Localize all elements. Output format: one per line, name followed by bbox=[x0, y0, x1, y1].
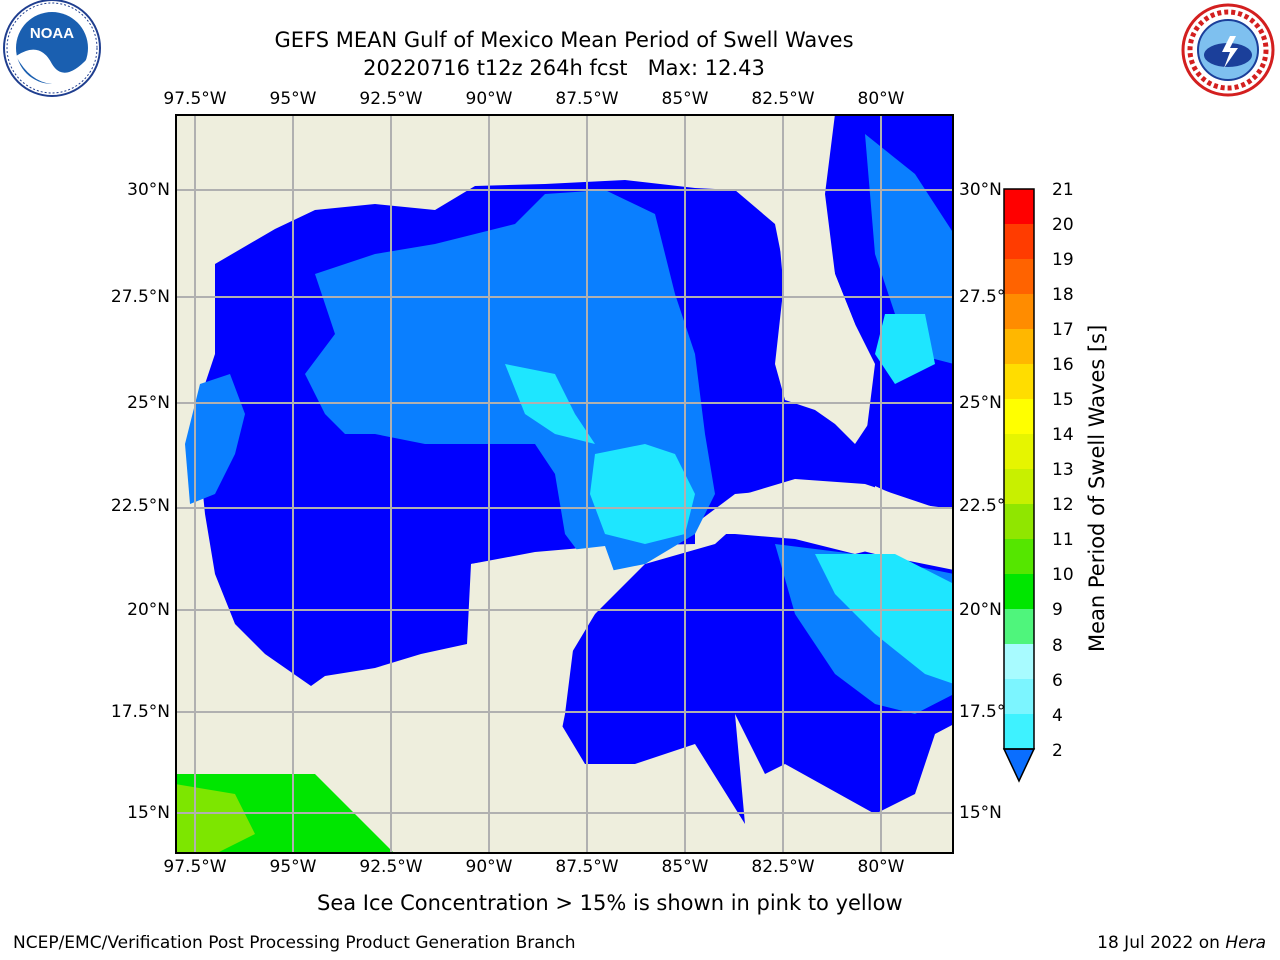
lat-left-label: 25°N bbox=[127, 393, 170, 413]
noaa-logo: NOAA bbox=[3, 0, 101, 97]
colorbar-segment bbox=[1004, 539, 1034, 574]
lon-top-label: 90°W bbox=[465, 89, 513, 109]
colorbar-tick: 8 bbox=[1052, 636, 1063, 656]
colorbar-tick: 15 bbox=[1052, 390, 1074, 410]
colorbar-tick: 4 bbox=[1052, 706, 1063, 726]
colorbar-tick: 12 bbox=[1052, 495, 1074, 515]
cuba-land bbox=[695, 479, 954, 554]
lon-top-label: 95°W bbox=[269, 89, 317, 109]
colorbar-tick: 19 bbox=[1052, 250, 1074, 270]
lon-bottom-label: 87.5°W bbox=[555, 857, 619, 877]
colorbar-tick: 11 bbox=[1052, 530, 1074, 550]
lon-top-label: 82.5°W bbox=[751, 89, 815, 109]
colorbar-segment bbox=[1004, 679, 1034, 714]
colorbar-tick: 10 bbox=[1052, 565, 1074, 585]
map-panel bbox=[175, 114, 954, 854]
footer-date: 18 Jul 2022 on bbox=[1097, 933, 1226, 953]
colorbar-segment bbox=[1004, 469, 1034, 504]
cyan-patch-florida bbox=[875, 314, 935, 384]
colorbar-segment bbox=[1004, 644, 1034, 679]
map-border bbox=[175, 114, 954, 854]
lat-left-label: 17.5°N bbox=[110, 702, 170, 722]
yucatan-land bbox=[471, 546, 615, 774]
chart-title: GEFS MEAN Gulf of Mexico Mean Period of … bbox=[274, 28, 854, 52]
lon-bottom-label: 80°W bbox=[857, 857, 905, 877]
colorbar-segment bbox=[1004, 574, 1034, 609]
lat-left-label: 15°N bbox=[127, 803, 170, 823]
colorbar-tick: 9 bbox=[1052, 600, 1063, 620]
colorbar-tick: 16 bbox=[1052, 355, 1074, 375]
colorbar-tick: 13 bbox=[1052, 460, 1074, 480]
lat-right-label: 30°N bbox=[959, 180, 1002, 200]
colorbar-segment bbox=[1004, 434, 1034, 469]
footer-timestamp: 18 Jul 2022 on Hera bbox=[1097, 933, 1266, 953]
lat-right-label: 20°N bbox=[959, 600, 1002, 620]
lon-bottom-label: 92.5°W bbox=[359, 857, 423, 877]
lat-left-label: 30°N bbox=[127, 180, 170, 200]
cyan-patch-caribbean bbox=[815, 554, 954, 684]
cyan-patch-yucatan bbox=[590, 444, 695, 544]
colorbar-tick: 2 bbox=[1052, 741, 1063, 761]
lon-bottom-label: 97.5°W bbox=[163, 857, 227, 877]
lat-left-label: 27.5°N bbox=[110, 287, 170, 307]
colorbar-segment bbox=[1004, 504, 1034, 539]
lat-right-label: 15°N bbox=[959, 803, 1002, 823]
colorbar-tick: 6 bbox=[1052, 671, 1063, 691]
lon-bottom-label: 85°W bbox=[661, 857, 709, 877]
sea-ice-note: Sea Ice Concentration > 15% is shown in … bbox=[317, 891, 903, 915]
colorbar bbox=[1002, 188, 1036, 783]
colorbar-segment bbox=[1004, 224, 1034, 259]
lon-top-label: 85°W bbox=[661, 89, 709, 109]
graticule bbox=[175, 114, 954, 854]
colorbar-segment bbox=[1004, 189, 1034, 224]
colorbar-segment bbox=[1004, 294, 1034, 329]
noaa-logo-text: NOAA bbox=[30, 25, 74, 42]
colorbar-label: Mean Period of Swell Waves [s] bbox=[1085, 324, 1109, 652]
nws-logo bbox=[1181, 3, 1275, 97]
lat-right-label: 25°N bbox=[959, 393, 1002, 413]
footer-host: Hera bbox=[1225, 933, 1266, 953]
lon-bottom-label: 95°W bbox=[269, 857, 317, 877]
gulf-west-medium bbox=[185, 374, 245, 504]
colorbar-segment bbox=[1004, 714, 1034, 749]
colorbar-segment bbox=[1004, 364, 1034, 399]
atlantic-medium bbox=[865, 134, 954, 364]
colorbar-tick: 18 bbox=[1052, 285, 1074, 305]
colorbar-extend-arrow bbox=[1002, 748, 1036, 783]
colorbar-segment bbox=[1004, 259, 1034, 294]
footer-credit: NCEP/EMC/Verification Post Processing Pr… bbox=[13, 933, 576, 953]
colorbar-tick: 14 bbox=[1052, 425, 1074, 445]
lat-left-label: 22.5°N bbox=[110, 496, 170, 516]
lon-top-label: 87.5°W bbox=[555, 89, 619, 109]
lon-top-label: 97.5°W bbox=[163, 89, 227, 109]
colorbar-tick: 17 bbox=[1052, 320, 1074, 340]
colorbar-segment bbox=[1004, 399, 1034, 434]
colorbar-tick: 21 bbox=[1052, 180, 1074, 200]
lon-top-label: 80°W bbox=[857, 89, 905, 109]
florida-land bbox=[775, 184, 865, 404]
colorbar-segment bbox=[1004, 329, 1034, 364]
lon-top-label: 92.5°W bbox=[359, 89, 423, 109]
colorbar-segment bbox=[1004, 609, 1034, 644]
lat-left-label: 20°N bbox=[127, 600, 170, 620]
chart-subtitle: 20220716 t12z 264h fcst Max: 12.43 bbox=[363, 56, 765, 80]
lon-bottom-label: 82.5°W bbox=[751, 857, 815, 877]
lon-bottom-label: 90°W bbox=[465, 857, 513, 877]
colorbar-tick: 20 bbox=[1052, 215, 1074, 235]
